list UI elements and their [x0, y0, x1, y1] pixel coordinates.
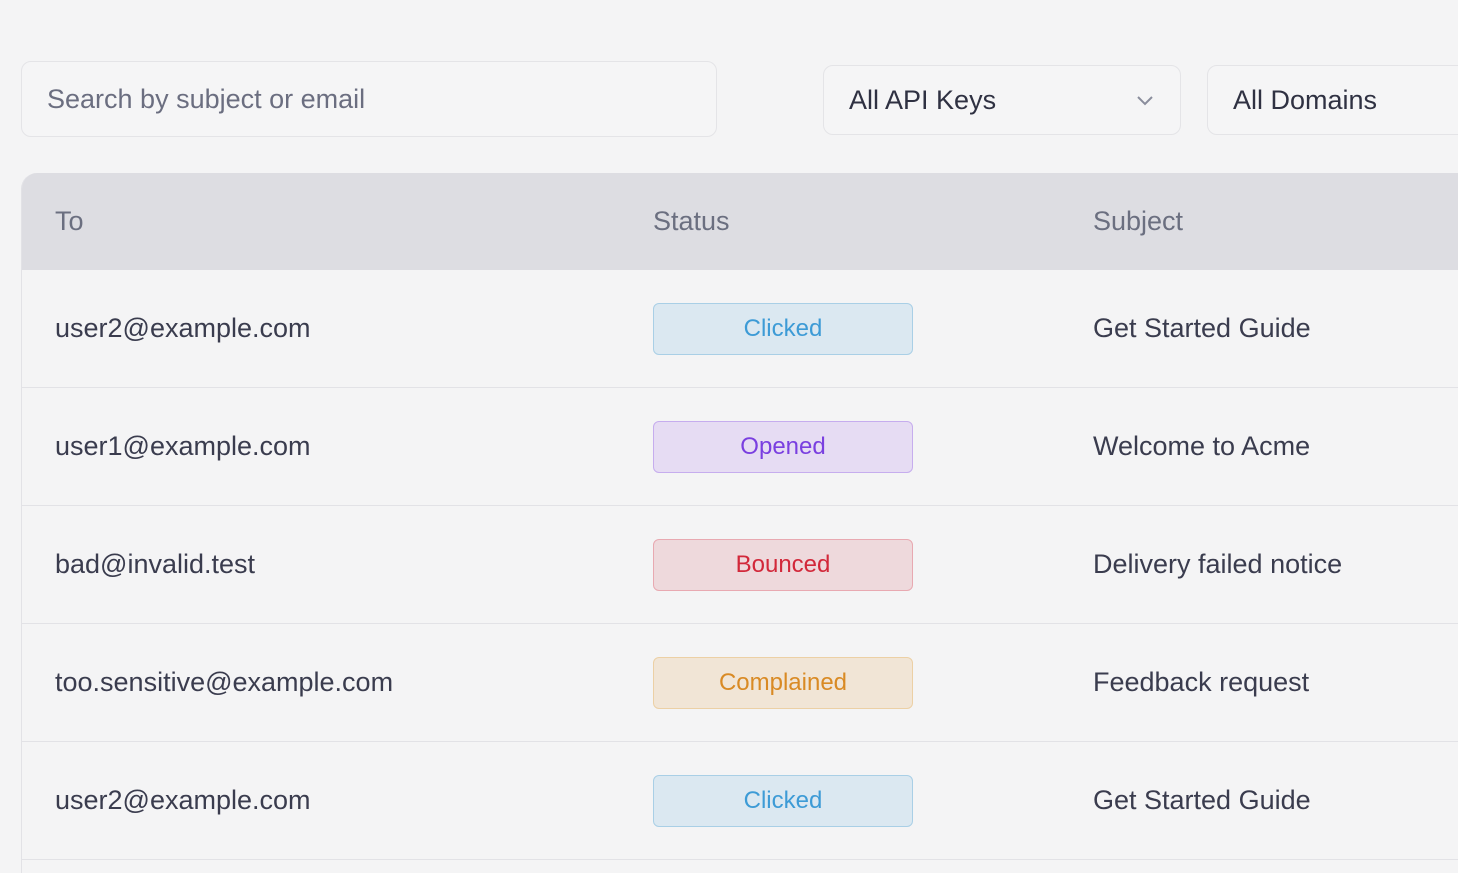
- recipient-email: bad@invalid.test: [55, 549, 256, 579]
- domains-dropdown[interactable]: All Domains: [1207, 65, 1458, 135]
- search-input[interactable]: [22, 62, 716, 136]
- recipient-email: user1@example.com: [55, 431, 311, 461]
- column-header-to: To: [55, 206, 84, 236]
- table-row[interactable]: bad@invalid.test Bounced Delivery failed n…: [22, 506, 1458, 624]
- status-badge: Clicked: [653, 775, 913, 827]
- column-header-status: Status: [653, 206, 730, 236]
- email-subject: Get Started Guide: [1093, 785, 1311, 815]
- status-badge: Clicked: [653, 303, 913, 355]
- column-header-subject: Subject: [1093, 206, 1184, 236]
- status-badge: Complained: [653, 657, 913, 709]
- email-subject: Get Started Guide: [1093, 313, 1311, 343]
- table-row[interactable]: too.sensitive@example.com Complained Feedb…: [22, 624, 1458, 742]
- status-badge: Bounced: [653, 539, 913, 591]
- api-keys-dropdown[interactable]: All API Keys: [823, 65, 1181, 135]
- api-keys-dropdown-value: All API Keys: [849, 84, 997, 115]
- table-row[interactable]: user1@example.com Opened Welcome to Acme: [22, 388, 1458, 506]
- chevron-down-icon: [1137, 96, 1153, 106]
- email-subject: Feedback request: [1093, 667, 1310, 697]
- recipient-email: user2@example.com: [55, 785, 311, 815]
- table-header: To Status Subject: [22, 173, 1458, 270]
- table-row[interactable]: user2@example.com Clicked Get Started Guid…: [22, 742, 1458, 860]
- email-subject: Welcome to Acme: [1093, 431, 1311, 461]
- recipient-email: user2@example.com: [55, 313, 311, 343]
- email-subject: Delivery failed notice: [1093, 549, 1343, 579]
- search-field[interactable]: [21, 61, 717, 137]
- status-badge: Opened: [653, 421, 913, 473]
- recipient-email: too.sensitive@example.com: [55, 667, 394, 697]
- emails-table: To Status Subject user2@example.com Click…: [21, 173, 1458, 873]
- table-row[interactable]: user2@example.com Clicked Get Started Guid…: [22, 270, 1458, 388]
- domains-dropdown-value: All Domains: [1233, 84, 1378, 115]
